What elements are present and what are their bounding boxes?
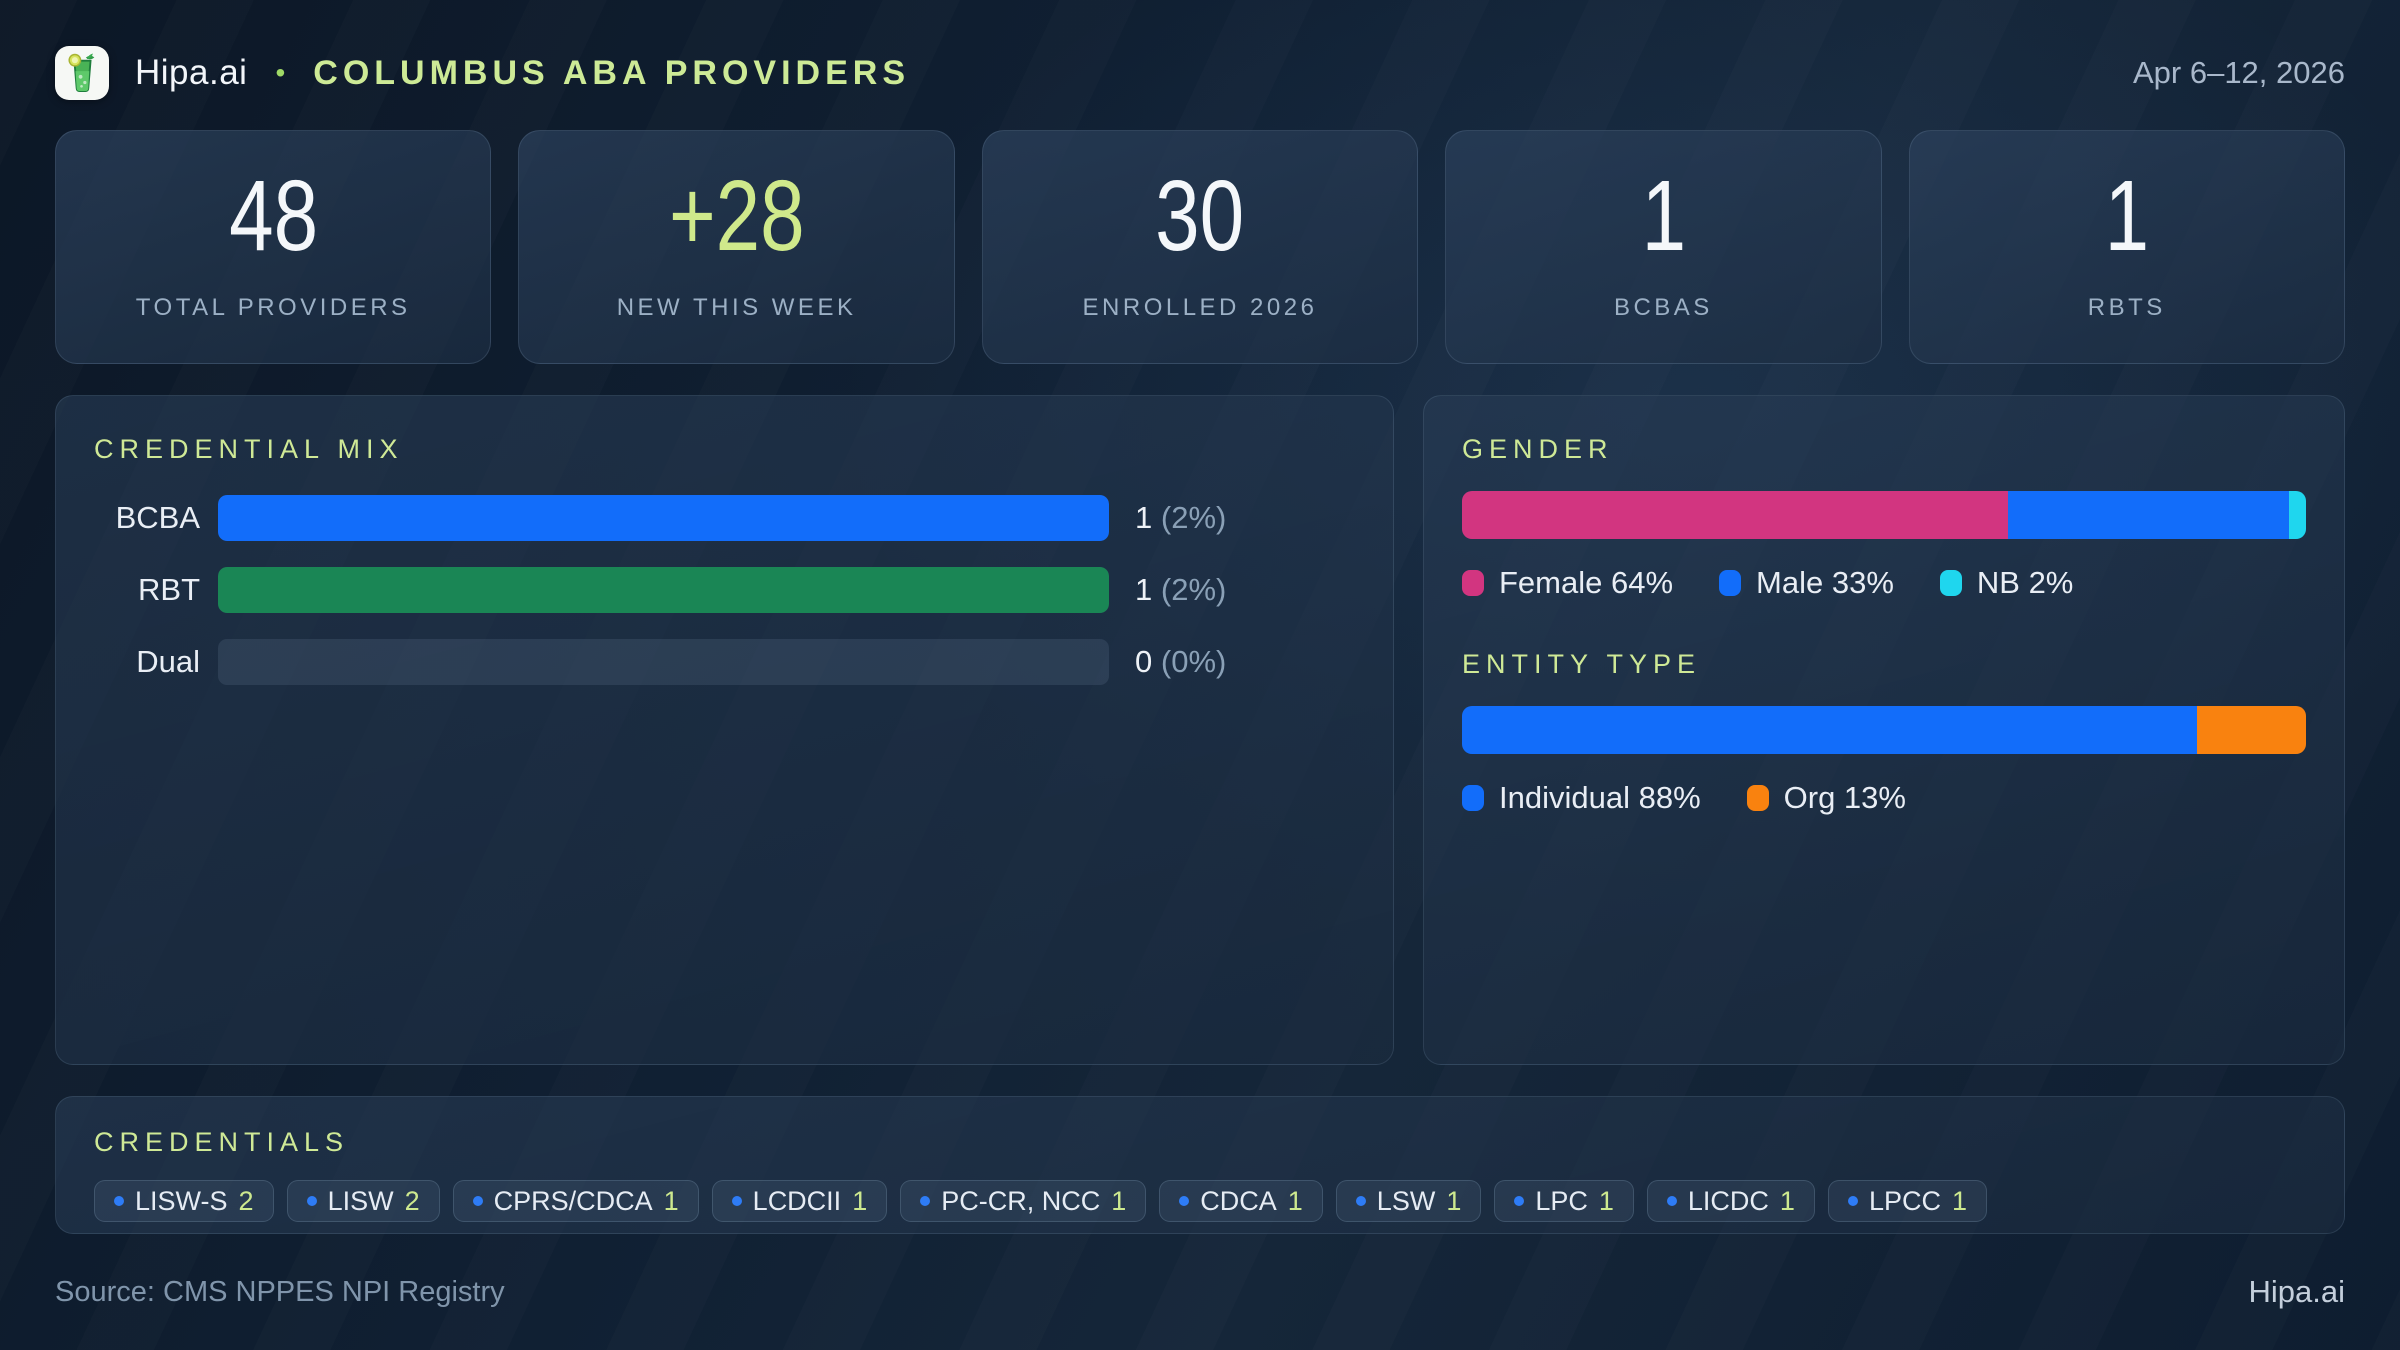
credential-chip: LISW-S 2	[94, 1180, 274, 1222]
bar-row-label: RBT	[138, 572, 200, 607]
stat-value: 30	[1155, 160, 1245, 272]
bar-value: 1 (2%)	[1135, 572, 1227, 607]
gender-segment-male	[2007, 491, 2289, 539]
stat-label: NEW THIS WEEK	[616, 294, 857, 321]
credential-mix-panel: CREDENTIAL MIX BCBA 1 (2%) RBT 1 (2%)	[55, 395, 1394, 1065]
bar-fill-bcba	[218, 495, 1109, 541]
credential-chip: LPC 1	[1494, 1180, 1634, 1222]
legend-item-nb: NB 2%	[1939, 565, 2074, 601]
bar-row-dual: Dual 0 (0%)	[94, 639, 1355, 685]
stat-label: RBTS	[2087, 294, 2166, 321]
entity-stacked-bar	[1462, 706, 2306, 754]
legend-label: NB 2%	[1976, 565, 2074, 600]
credential-chip: LCDCII 1	[711, 1180, 888, 1222]
gender-segment-nb	[2288, 491, 2306, 539]
bar-row-label: Dual	[136, 644, 200, 679]
chip-dot-icon	[1847, 1196, 1858, 1206]
stat-card-enrolled-2026: 30 ENROLLED 2026	[981, 130, 1419, 364]
chip-dot-icon	[1514, 1196, 1525, 1206]
credential-chip: CPRS/CDCA 1	[452, 1180, 699, 1222]
bar-track	[218, 567, 1109, 613]
footer: Source: CMS NPPES NPI Registry Hipa.ai	[55, 1274, 2345, 1310]
bar-row-rbt: RBT 1 (2%)	[94, 567, 1355, 613]
credential-chip: LICDC 1	[1646, 1180, 1815, 1222]
gender-title: GENDER	[1462, 434, 1614, 464]
legend-label: Male 33%	[1756, 565, 1894, 600]
mojito-glass-icon	[55, 46, 109, 100]
header-bar: Hipa.ai • COLUMBUS ABA PROVIDERS Apr 6–1…	[55, 38, 2345, 108]
legend-item-org: Org 13%	[1746, 780, 1906, 816]
legend-swatch	[1462, 785, 1484, 811]
stat-label: TOTAL PROVIDERS	[135, 294, 411, 321]
stat-label: ENROLLED 2026	[1082, 294, 1318, 321]
chip-dot-icon	[731, 1196, 742, 1206]
bar-value: 0 (0%)	[1135, 644, 1227, 679]
title-separator-dot: •	[275, 57, 286, 88]
stat-label: BCBAS	[1613, 294, 1713, 321]
bar-track	[218, 495, 1109, 541]
entity-legend: Individual 88% Org 13%	[1462, 780, 2306, 816]
stat-value: 48	[228, 160, 318, 272]
bar-row-bcba: BCBA 1 (2%)	[94, 495, 1355, 541]
credential-chip: LISW 2	[286, 1180, 440, 1222]
entity-type-title: ENTITY TYPE	[1462, 649, 1702, 679]
page-title: COLUMBUS ABA PROVIDERS	[313, 53, 910, 92]
chip-dot-icon	[1179, 1196, 1190, 1206]
legend-item-individual: Individual 88%	[1462, 780, 1701, 816]
demographics-panel: GENDER Female 64% Male 33% NB 2%	[1423, 395, 2345, 1065]
stat-card-new-this-week: +28 NEW THIS WEEK	[518, 130, 955, 364]
credentials-panel: CREDENTIALS LISW-S 2 LISW 2 CPRS/CDCA 1 LCD…	[55, 1096, 2345, 1234]
credentials-title: CREDENTIALS	[94, 1127, 350, 1157]
bar-row-label: BCBA	[115, 500, 200, 535]
chip-dot-icon	[1666, 1196, 1677, 1206]
credential-mix-chart: BCBA 1 (2%) RBT 1 (2%) Dual	[94, 495, 1355, 685]
legend-label: Female 64%	[1499, 565, 1674, 600]
credentials-chip-list: LISW-S 2 LISW 2 CPRS/CDCA 1 LCDCII 1 PC-CR, …	[94, 1180, 2306, 1222]
legend-item-female: Female 64%	[1462, 565, 1673, 601]
entity-segment-org	[2197, 706, 2306, 754]
stat-value: +28	[668, 160, 805, 272]
gender-stacked-bar	[1462, 491, 2306, 539]
chip-dot-icon	[920, 1196, 931, 1206]
legend-label: Org 13%	[1783, 780, 1906, 815]
bar-fill-rbt	[218, 567, 1109, 613]
legend-item-male: Male 33%	[1719, 565, 1894, 601]
legend-swatch	[1462, 570, 1484, 596]
legend-label: Individual 88%	[1499, 780, 1701, 815]
chip-dot-icon	[1355, 1196, 1366, 1206]
date-range: Apr 6–12, 2026	[2132, 55, 2345, 90]
chip-dot-icon	[472, 1196, 483, 1206]
chip-dot-icon	[114, 1196, 124, 1206]
stat-card-total-providers: 48 TOTAL PROVIDERS	[55, 130, 492, 364]
stat-value: 1	[2104, 160, 2150, 272]
stat-card-rbts: 1 RBTS	[1908, 130, 2345, 364]
bar-value: 1 (2%)	[1135, 500, 1227, 535]
credential-chip: CDCA 1	[1159, 1180, 1323, 1222]
legend-swatch	[1719, 570, 1742, 596]
stat-value: 1	[1641, 160, 1686, 272]
entity-segment-individual	[1462, 706, 2198, 754]
legend-swatch	[1746, 785, 1769, 811]
stat-card-row: 48 TOTAL PROVIDERS +28 NEW THIS WEEK 30 …	[55, 130, 2345, 364]
stat-card-bcbas: 1 BCBAS	[1445, 130, 1882, 364]
credential-mix-title: CREDENTIAL MIX	[94, 434, 404, 464]
credential-chip: LPCC 1	[1827, 1180, 1988, 1222]
mojito-glass-graphic	[68, 53, 95, 92]
gender-segment-female	[1462, 491, 2008, 539]
bar-track	[218, 639, 1109, 685]
credential-chip: PC-CR, NCC 1	[900, 1180, 1147, 1222]
main-panels: CREDENTIAL MIX BCBA 1 (2%) RBT 1 (2%)	[55, 395, 2345, 1065]
footer-brand: Hipa.ai	[2248, 1274, 2346, 1309]
brand-name: Hipa.ai	[135, 53, 248, 92]
chip-dot-icon	[306, 1196, 317, 1206]
brand-group: Hipa.ai • COLUMBUS ABA PROVIDERS	[55, 46, 910, 100]
footer-source: Source: CMS NPPES NPI Registry	[55, 1275, 505, 1308]
gender-legend: Female 64% Male 33% NB 2%	[1462, 565, 2306, 601]
credential-chip: LSW 1	[1335, 1180, 1482, 1222]
legend-swatch	[1939, 570, 1962, 596]
